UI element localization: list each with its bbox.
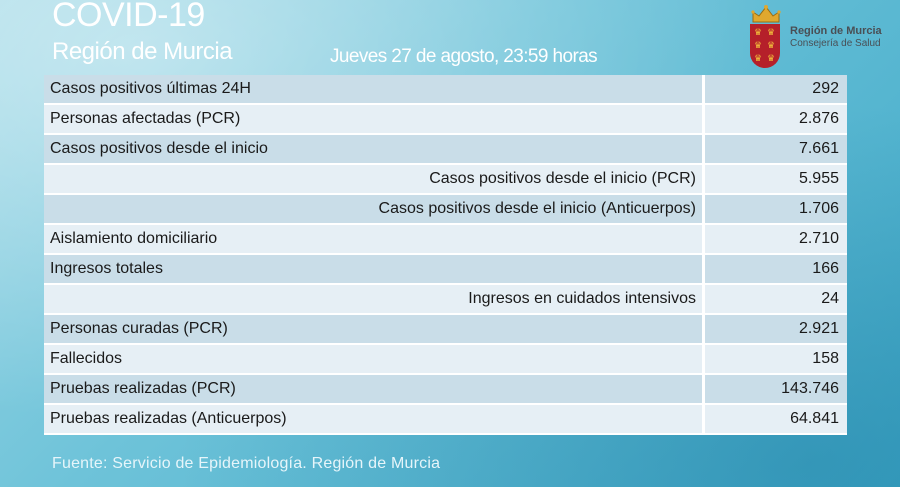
table-row: Casos positivos últimas 24H 292: [44, 75, 847, 105]
table-row: Ingresos en cuidados intensivos 24: [44, 285, 847, 315]
table-row: Pruebas realizadas (Anticuerpos) 64.841: [44, 405, 847, 435]
row-value: 2.710: [705, 225, 847, 255]
row-value: 166: [705, 255, 847, 285]
table-row: Aislamiento domiciliario 2.710: [44, 225, 847, 255]
row-value: 24: [705, 285, 847, 315]
row-label: Fallecidos: [44, 345, 705, 375]
row-value: 64.841: [705, 405, 847, 435]
row-label: Ingresos en cuidados intensivos: [44, 285, 705, 315]
row-label: Pruebas realizadas (Anticuerpos): [44, 405, 705, 435]
statistics-table: Casos positivos últimas 24H 292 Personas a…: [44, 75, 847, 435]
row-label: Casos positivos últimas 24H: [44, 75, 705, 105]
row-label: Pruebas realizadas (PCR): [44, 375, 705, 405]
logo: ♛ ♛ ♛ ♛ ♛ ♛ Región de Murcia Consejería de …: [746, 4, 896, 70]
table-row: Personas afectadas (PCR) 2.876: [44, 105, 847, 135]
row-value: 1.706: [705, 195, 847, 225]
crown-icon: [751, 5, 781, 23]
row-value: 292: [705, 75, 847, 105]
row-label: Casos positivos desde el inicio (PCR): [44, 165, 705, 195]
row-value: 5.955: [705, 165, 847, 195]
row-value: 7.661: [705, 135, 847, 165]
coat-of-arms-icon: ♛ ♛ ♛ ♛ ♛ ♛: [750, 24, 780, 68]
page-title: COVID-19: [52, 0, 205, 34]
row-value: 158: [705, 345, 847, 375]
table-row: Casos positivos desde el inicio (PCR) 5.9…: [44, 165, 847, 195]
row-label: Aislamiento domiciliario: [44, 225, 705, 255]
row-label: Ingresos totales: [44, 255, 705, 285]
table-row: Ingresos totales 166: [44, 255, 847, 285]
row-label: Personas afectadas (PCR): [44, 105, 705, 135]
table-row: Casos positivos desde el inicio 7.661: [44, 135, 847, 165]
row-value: 2.921: [705, 315, 847, 345]
logo-title: Región de Murcia: [790, 25, 882, 37]
row-value: 143.746: [705, 375, 847, 405]
table-row: Fallecidos 158: [44, 345, 847, 375]
row-label: Personas curadas (PCR): [44, 315, 705, 345]
row-label: Casos positivos desde el inicio (Anticue…: [44, 195, 705, 225]
row-label: Casos positivos desde el inicio: [44, 135, 705, 165]
row-value: 2.876: [705, 105, 847, 135]
table-row: Casos positivos desde el inicio (Anticue…: [44, 195, 847, 225]
table-row: Pruebas realizadas (PCR) 143.746: [44, 375, 847, 405]
page-subtitle: Región de Murcia: [52, 38, 233, 65]
report-date: Jueves 27 de agosto, 23:59 horas: [330, 46, 598, 67]
table-row: Personas curadas (PCR) 2.921: [44, 315, 847, 345]
logo-subtitle: Consejería de Salud: [790, 38, 881, 49]
source-note: Fuente: Servicio de Epidemiología. Regió…: [52, 455, 441, 472]
